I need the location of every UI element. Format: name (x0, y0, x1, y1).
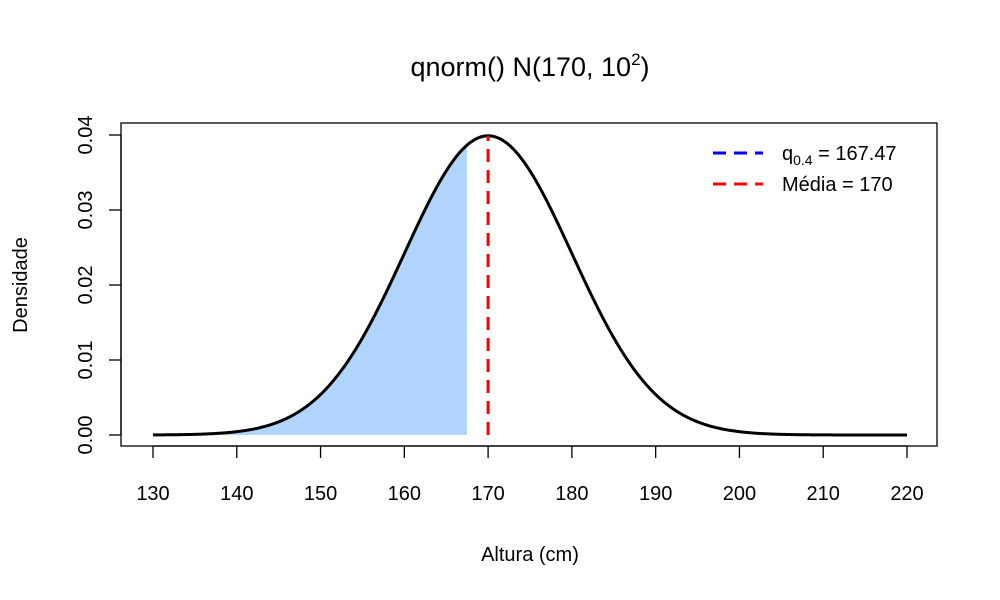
y-axis: 0.00 0.01 0.02 0.03 0.04 (75, 116, 122, 455)
x-tick-label-150: 150 (304, 483, 337, 505)
shaded-area (153, 145, 467, 435)
x-tick-label-210: 210 (807, 483, 840, 505)
plot-marks (152, 134, 907, 437)
y-tick-label-1: 0.01 (75, 341, 97, 380)
title-params: 170, 10 (541, 52, 631, 82)
chart-title: qnorm() N(170, 102) (410, 50, 649, 82)
x-tick-label-220: 220 (890, 483, 923, 505)
title-superscript: 2 (631, 50, 640, 69)
y-tick-label-4: 0.04 (75, 116, 97, 155)
title-main: qnorm() N (410, 52, 532, 82)
legend-label-quantile: q0.4 = 167.47 (782, 143, 897, 168)
legend: q0.4 = 167.47 Média = 170 (713, 143, 897, 196)
y-tick-label-3: 0.03 (75, 191, 97, 230)
x-tick-label-160: 160 (388, 483, 421, 505)
y-axis-label: Densidade (10, 237, 32, 333)
x-axis-label: Altura (cm) (481, 544, 579, 566)
y-tick-label-0: 0.00 (75, 416, 97, 455)
x-tick-label-140: 140 (220, 483, 253, 505)
x-tick-label-190: 190 (639, 483, 672, 505)
x-tick-label-130: 130 (136, 483, 169, 505)
density-curve (152, 134, 907, 437)
x-tick-label-180: 180 (555, 483, 588, 505)
legend-label-mean: Média = 170 (782, 174, 893, 196)
x-axis: 130 140 150 160 170 180 190 200 210 220 (136, 445, 924, 505)
x-tick-label-170: 170 (471, 483, 504, 505)
y-tick-label-2: 0.02 (75, 266, 97, 305)
x-tick-label-200: 200 (723, 483, 756, 505)
